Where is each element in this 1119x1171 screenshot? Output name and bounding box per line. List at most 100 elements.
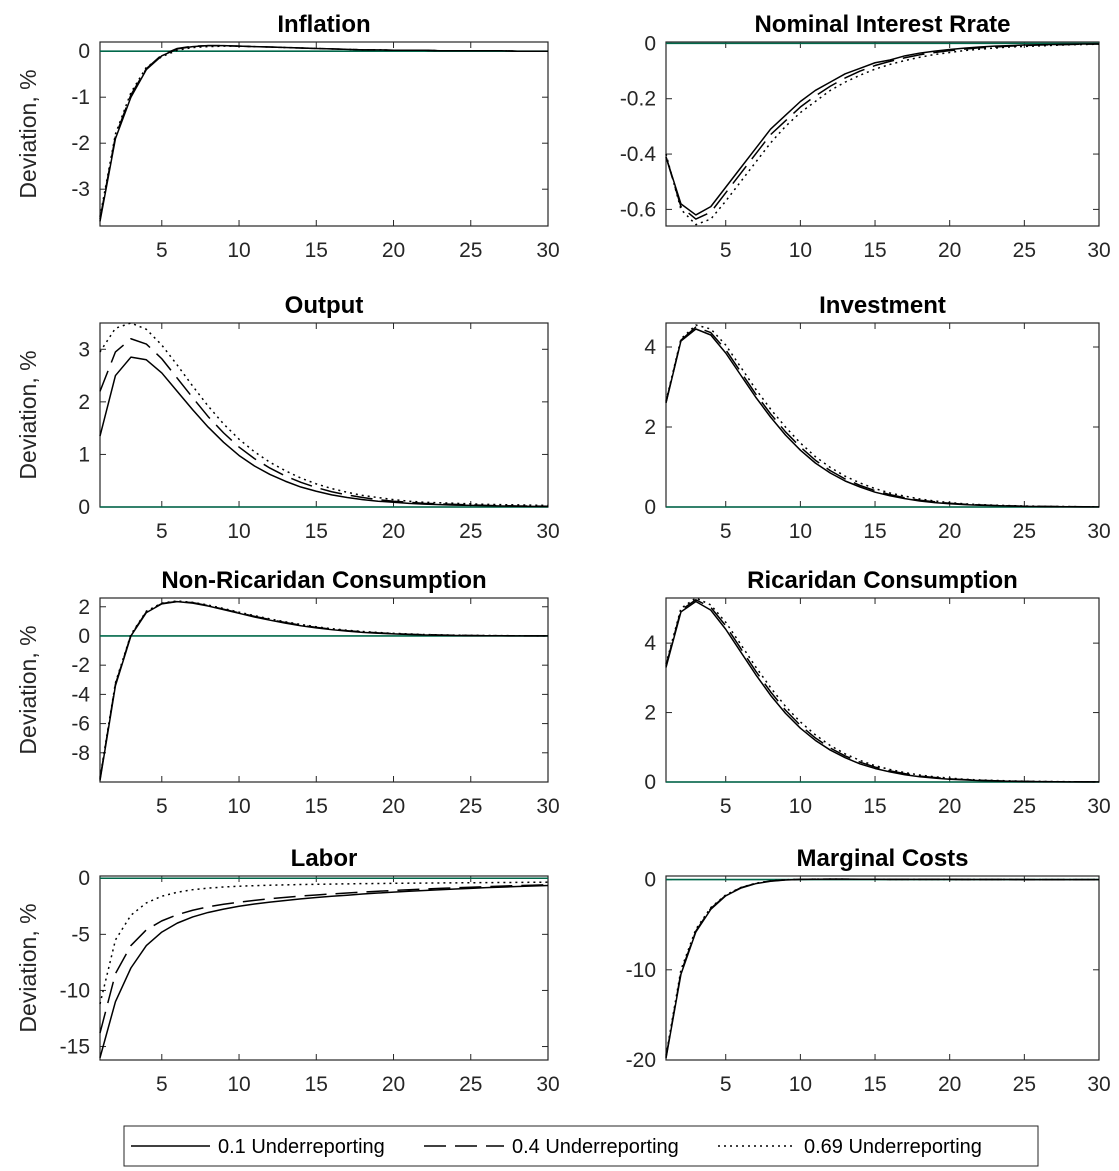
series-line — [665, 878, 1099, 1059]
axes-frame — [665, 597, 1100, 783]
subplot-title: Inflation — [277, 11, 370, 38]
x-tick-label: 30 — [1087, 520, 1110, 543]
y-tick-label: 1 — [78, 443, 90, 466]
subplot-title: Ricaridan Consumption — [747, 567, 1018, 594]
x-tick-label: 25 — [1013, 795, 1036, 818]
y-tick-label: -15 — [60, 1036, 90, 1059]
subplot-title: Marginal Costs — [796, 845, 968, 872]
x-tick-label: 10 — [789, 239, 812, 262]
subplot-title: Non-Ricaridan Consumption — [161, 567, 486, 594]
x-tick-label: 5 — [720, 239, 732, 262]
x-tick-label: 25 — [1013, 239, 1036, 262]
y-tick-label: -8 — [71, 742, 90, 765]
series-line — [665, 328, 1100, 508]
axes-frame — [99, 875, 549, 1061]
x-tick-label: 10 — [227, 239, 250, 262]
y-tick-label: -2 — [71, 132, 90, 155]
x-tick-label: 20 — [382, 239, 405, 262]
x-tick-label: 10 — [227, 1073, 250, 1096]
axes-frame — [665, 875, 1100, 1061]
x-tick-label: 30 — [536, 239, 559, 262]
x-tick-label: 20 — [938, 795, 961, 818]
y-tick-label: 2 — [644, 702, 656, 725]
x-tick-label: 15 — [863, 795, 886, 818]
x-tick-label: 5 — [156, 795, 168, 818]
x-tick-label: 25 — [459, 239, 482, 262]
subplot-title: Labor — [291, 845, 358, 872]
y-axis-label: Deviation, % — [15, 350, 41, 479]
series-line — [665, 43, 1100, 226]
axes-frame — [665, 41, 1100, 227]
y-tick-label: -20 — [626, 1049, 656, 1072]
legend-label: 0.1 Underreporting — [218, 1136, 385, 1158]
subplot-6: Ricaridan Consumption 0 2 4 5 10 15 20 25 30 — [644, 567, 1110, 818]
y-tick-label: 0 — [644, 496, 656, 519]
y-tick-label: 0 — [644, 771, 656, 794]
x-tick-label: 30 — [536, 795, 559, 818]
x-tick-label: 15 — [305, 520, 328, 543]
y-tick-label: 2 — [644, 416, 656, 439]
x-tick-label: 5 — [156, 1073, 168, 1096]
y-tick-label: -1 — [71, 86, 90, 109]
y-tick-label: 2 — [78, 596, 90, 619]
y-tick-label: -10 — [60, 979, 90, 1002]
y-tick-label: -0.4 — [620, 143, 657, 166]
x-tick-label: 30 — [1087, 239, 1110, 262]
y-axis-label: Deviation, % — [15, 625, 41, 754]
x-tick-label: 5 — [720, 520, 732, 543]
y-axis-label: Deviation, % — [15, 903, 41, 1032]
x-tick-label: 10 — [789, 520, 812, 543]
y-tick-label: -0.6 — [620, 198, 656, 221]
y-tick-label: 0 — [644, 869, 656, 892]
y-tick-label: 0 — [644, 32, 656, 55]
series-line — [99, 884, 549, 1034]
x-tick-label: 10 — [789, 1073, 812, 1096]
x-tick-label: 30 — [1087, 795, 1110, 818]
series-line — [99, 881, 549, 1005]
series-line — [99, 600, 549, 778]
y-tick-label: 4 — [644, 632, 656, 655]
y-tick-label: -4 — [71, 683, 90, 706]
series-line — [665, 326, 1100, 508]
series-line — [99, 884, 549, 1058]
x-tick-label: 15 — [305, 795, 328, 818]
series-line — [665, 43, 1100, 220]
axes-frame — [99, 597, 549, 783]
x-tick-label: 25 — [1013, 520, 1036, 543]
y-tick-label: -0.2 — [620, 88, 656, 111]
x-tick-label: 25 — [459, 520, 482, 543]
subplot-1: Inflation Deviation, % 0 -1 -2 -3 5 10 15 20 25 30 — [15, 11, 560, 262]
series-line — [665, 878, 1099, 1058]
x-tick-label: 10 — [789, 795, 812, 818]
x-tick-label: 20 — [382, 1073, 405, 1096]
x-tick-label: 30 — [536, 520, 559, 543]
x-tick-label: 10 — [227, 795, 250, 818]
series-line — [665, 878, 1099, 1056]
series-line — [665, 597, 1100, 783]
y-tick-label: -3 — [71, 178, 90, 201]
legend-label: 0.69 Underreporting — [804, 1136, 982, 1158]
y-tick-label: -2 — [71, 654, 90, 677]
y-tick-label: 2 — [78, 391, 90, 414]
series-line — [665, 598, 1100, 783]
series-line — [665, 600, 1100, 783]
y-tick-label: -10 — [626, 959, 656, 982]
subplot-4: Investment 0 2 4 5 10 15 20 25 30 — [644, 292, 1110, 543]
y-tick-label: 0 — [78, 625, 90, 648]
x-tick-label: 15 — [863, 239, 886, 262]
x-tick-label: 20 — [938, 239, 961, 262]
legend: 0.1 Underreporting 0.4 Underreporting 0.69… — [123, 1125, 1039, 1167]
y-tick-label: 4 — [644, 336, 656, 359]
x-tick-label: 5 — [156, 239, 168, 262]
subplot-8: Marginal Costs 0 -10 -20 5 10 15 20 25 30 — [626, 845, 1111, 1096]
x-tick-label: 5 — [156, 520, 168, 543]
axes-frame — [99, 41, 549, 227]
y-axis-label: Deviation, % — [15, 69, 41, 198]
series-line — [99, 44, 548, 220]
legend-box — [123, 1125, 1039, 1167]
x-tick-label: 5 — [720, 795, 732, 818]
x-tick-label: 20 — [382, 520, 405, 543]
x-tick-label: 25 — [459, 1073, 482, 1096]
x-tick-label: 15 — [305, 1073, 328, 1096]
y-tick-label: 0 — [78, 496, 90, 519]
